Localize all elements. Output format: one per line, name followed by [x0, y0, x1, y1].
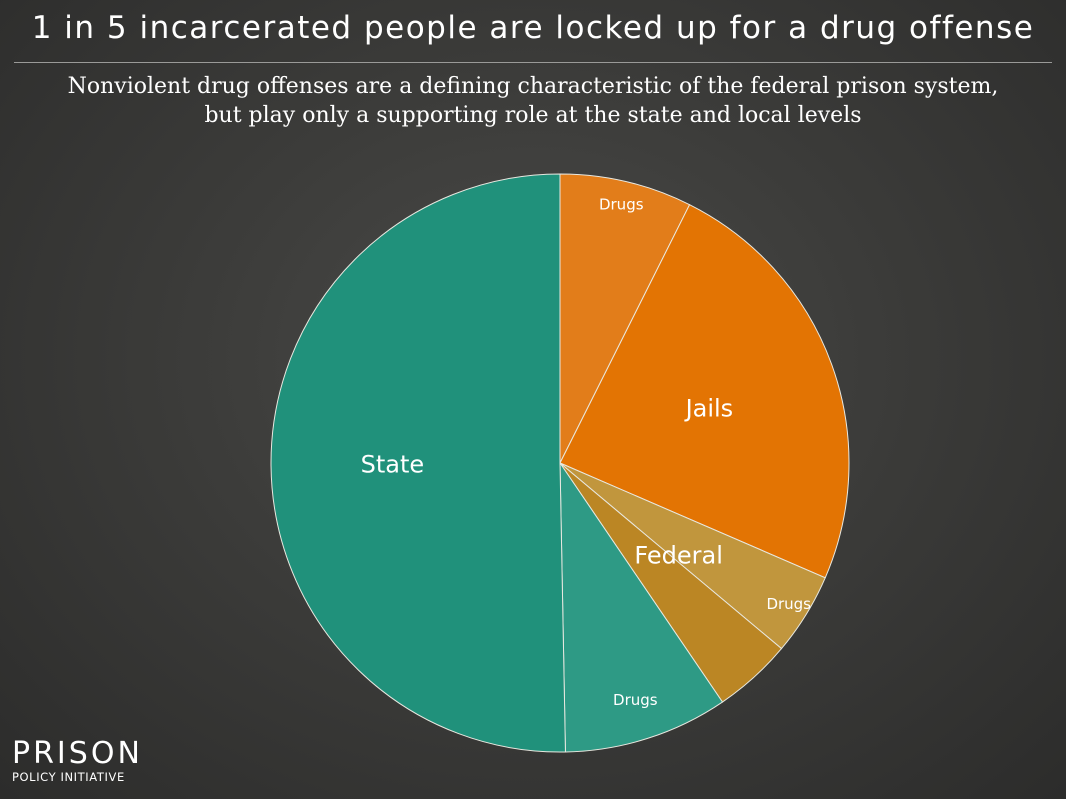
prison-policy-initiative-logo: PRISON POLICY INITIATIVE — [12, 736, 143, 785]
pie-slice-state-drugs — [559, 461, 724, 753]
subtitle-line-1: Nonviolent drug offenses are a defining … — [67, 74, 999, 99]
logo-subtitle: POLICY INITIATIVE — [12, 770, 125, 784]
subtitle-line-2: but play only a supporting role at the s… — [204, 103, 862, 128]
chart-subtitle: Nonviolent drug offenses are a defining … — [0, 72, 1066, 130]
logo-wordmark: PRISON — [12, 736, 143, 771]
chart-title: 1 in 5 incarcerated people are locked up… — [31, 10, 1035, 46]
slice-label-federal-drugs: Drugs — [766, 595, 811, 613]
slice-label-jails: Jails — [684, 395, 734, 423]
pie-slice-state — [270, 173, 566, 753]
slice-label-state-drugs: Drugs — [613, 691, 658, 709]
pie-slice-jails — [559, 204, 850, 579]
slice-label-jails-drugs: Drugs — [599, 195, 644, 213]
slice-label-state: State — [361, 451, 425, 479]
pie-slice-jails-drugs — [559, 173, 691, 464]
slice-label-federal: Federal — [634, 541, 723, 569]
title-divider — [14, 62, 1052, 63]
